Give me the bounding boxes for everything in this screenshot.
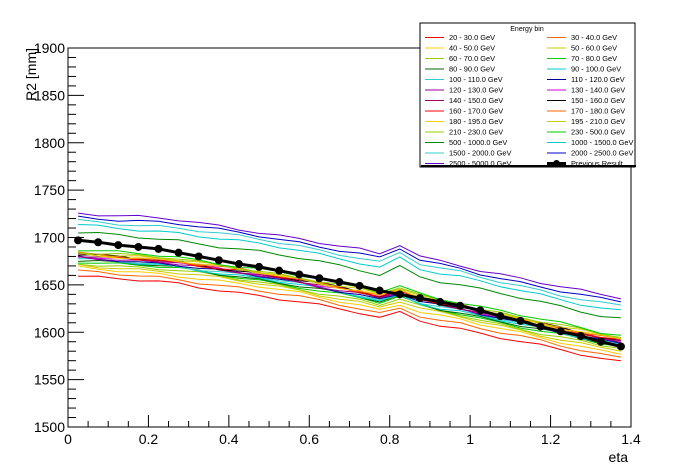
legend-entry-label: 195 - 210.0 GeV [571,117,625,126]
previous-result-point [134,242,143,251]
series-line [78,265,622,355]
y-tick-label: 1550 [34,372,65,388]
x-tick-label: 0 [64,431,72,447]
x-tick-label: 0.8 [380,431,400,447]
previous-result-point [355,281,364,290]
x-tick-label: 0.4 [219,431,239,447]
series-line [78,263,621,352]
previous-result-point [395,290,404,299]
legend: Energy bin 20 - 30.0 GeV 30 - 40.0 GeV 40 … [419,22,636,168]
x-tick-label: 0.6 [300,431,320,447]
series-line [78,215,622,303]
previous-result-point [214,256,223,265]
y-tick-label: 1750 [34,182,65,198]
y-tick-label: 1650 [34,277,65,293]
previous-result-point [476,306,485,315]
legend-entry-label: 90 - 100.0 GeV [571,65,621,74]
legend-entry-label: Previous Result [571,159,623,168]
y-axis-label: R2 [mm] [23,48,39,101]
legend-entry-label: 2500 - 5000.0 GeV [449,159,512,168]
series-line [78,212,622,300]
legend-entry-label: 500 - 1000.0 GeV [449,138,507,147]
y-tick-label: 1850 [34,87,65,103]
legend-entry-label: 170 - 180.0 GeV [571,107,625,116]
legend-entry-label: 70 - 80.0 GeV [571,54,617,63]
previous-result-line [77,238,622,348]
previous-result-point [114,241,123,250]
series-line [78,224,621,311]
legend-shadow [421,165,636,167]
previous-result-point [194,252,203,261]
x-tick-label: 1.2 [541,431,561,447]
previous-result-point [596,337,605,346]
previous-result-point [435,297,444,306]
series-line [78,275,621,362]
x-axis: 0 0.2 0.4 0.6 0.8 1 1.2 1.4 [64,415,641,447]
series-line [78,252,622,339]
legend-title: Energy bin [510,26,544,33]
previous-result-point [154,244,163,253]
previous-result-point [255,262,264,271]
previous-result-point [496,312,505,321]
legend-entry-label: 40 - 50.0 GeV [449,44,495,53]
series-line [78,263,621,349]
legend-entry-label: 230 - 500.0 GeV [571,128,625,137]
legend-entry-label: 140 - 150.0 GeV [449,96,503,105]
series-line [78,231,621,319]
previous-result-point [335,278,344,287]
legend-entry-label: 130 - 140.0 GeV [571,86,625,95]
previous-result-point [94,238,103,247]
legend-entry-label: 20 - 30.0 GeV [449,33,495,42]
previous-result-point [74,236,83,245]
legend-entry-label: 1500 - 2000.0 GeV [449,149,512,158]
legend-entry-label: 180 - 195.0 GeV [449,117,503,126]
previous-result-series [74,236,625,351]
y-tick-label: 1500 [34,419,65,435]
previous-result-point [295,270,304,279]
previous-result-point [556,327,565,336]
previous-result-point [536,322,545,331]
legend-entry-label: 1000 - 1500.0 GeV [571,138,634,147]
legend-entry-label: 50 - 60.0 GeV [571,44,617,53]
series-line [78,269,621,358]
x-axis-label: eta [609,449,629,465]
previous-result-point [315,274,324,283]
previous-result-point [234,260,243,269]
previous-result-point [375,286,384,295]
legend-marker [553,160,560,167]
y-axis: 1500 1550 1600 1650 1700 1750 1800 1850 1900 [34,40,84,435]
legend-entry-label: 210 - 230.0 GeV [449,128,503,137]
legend-entry-label: 80 - 90.0 GeV [449,65,495,74]
y-tick-label: 1700 [34,230,65,246]
series-line [78,262,621,347]
x-tick-label: 0.2 [139,431,159,447]
previous-result-point [576,332,585,341]
legend-entry-label: 120 - 130.0 GeV [449,86,503,95]
previous-result-point [174,248,183,257]
legend-entry-label: 2000 - 2500.0 GeV [571,149,634,158]
legend-entry-label: 150 - 160.0 GeV [571,96,625,105]
legend-entry-label: 160 - 170.0 GeV [449,107,503,116]
legend-entry-label: 30 - 40.0 GeV [571,33,617,42]
legend-entry-label: 110 - 120.0 GeV [571,75,625,84]
y-tick-label: 1900 [34,40,65,56]
previous-result-point [616,342,625,351]
previous-result-point [456,301,465,310]
series-line [78,218,621,306]
legend-box [419,22,636,168]
legend-entry-label: 100 - 110.0 GeV [449,75,503,84]
previous-result-point [415,294,424,303]
x-tick-label: 1.4 [621,431,641,447]
x-tick-label: 1 [466,431,474,447]
legend-entry-label: 60 - 70.0 GeV [449,54,495,63]
previous-result-point [275,266,284,275]
y-tick-label: 1600 [34,324,65,340]
previous-result-point [516,316,525,325]
y-tick-label: 1800 [34,135,65,151]
